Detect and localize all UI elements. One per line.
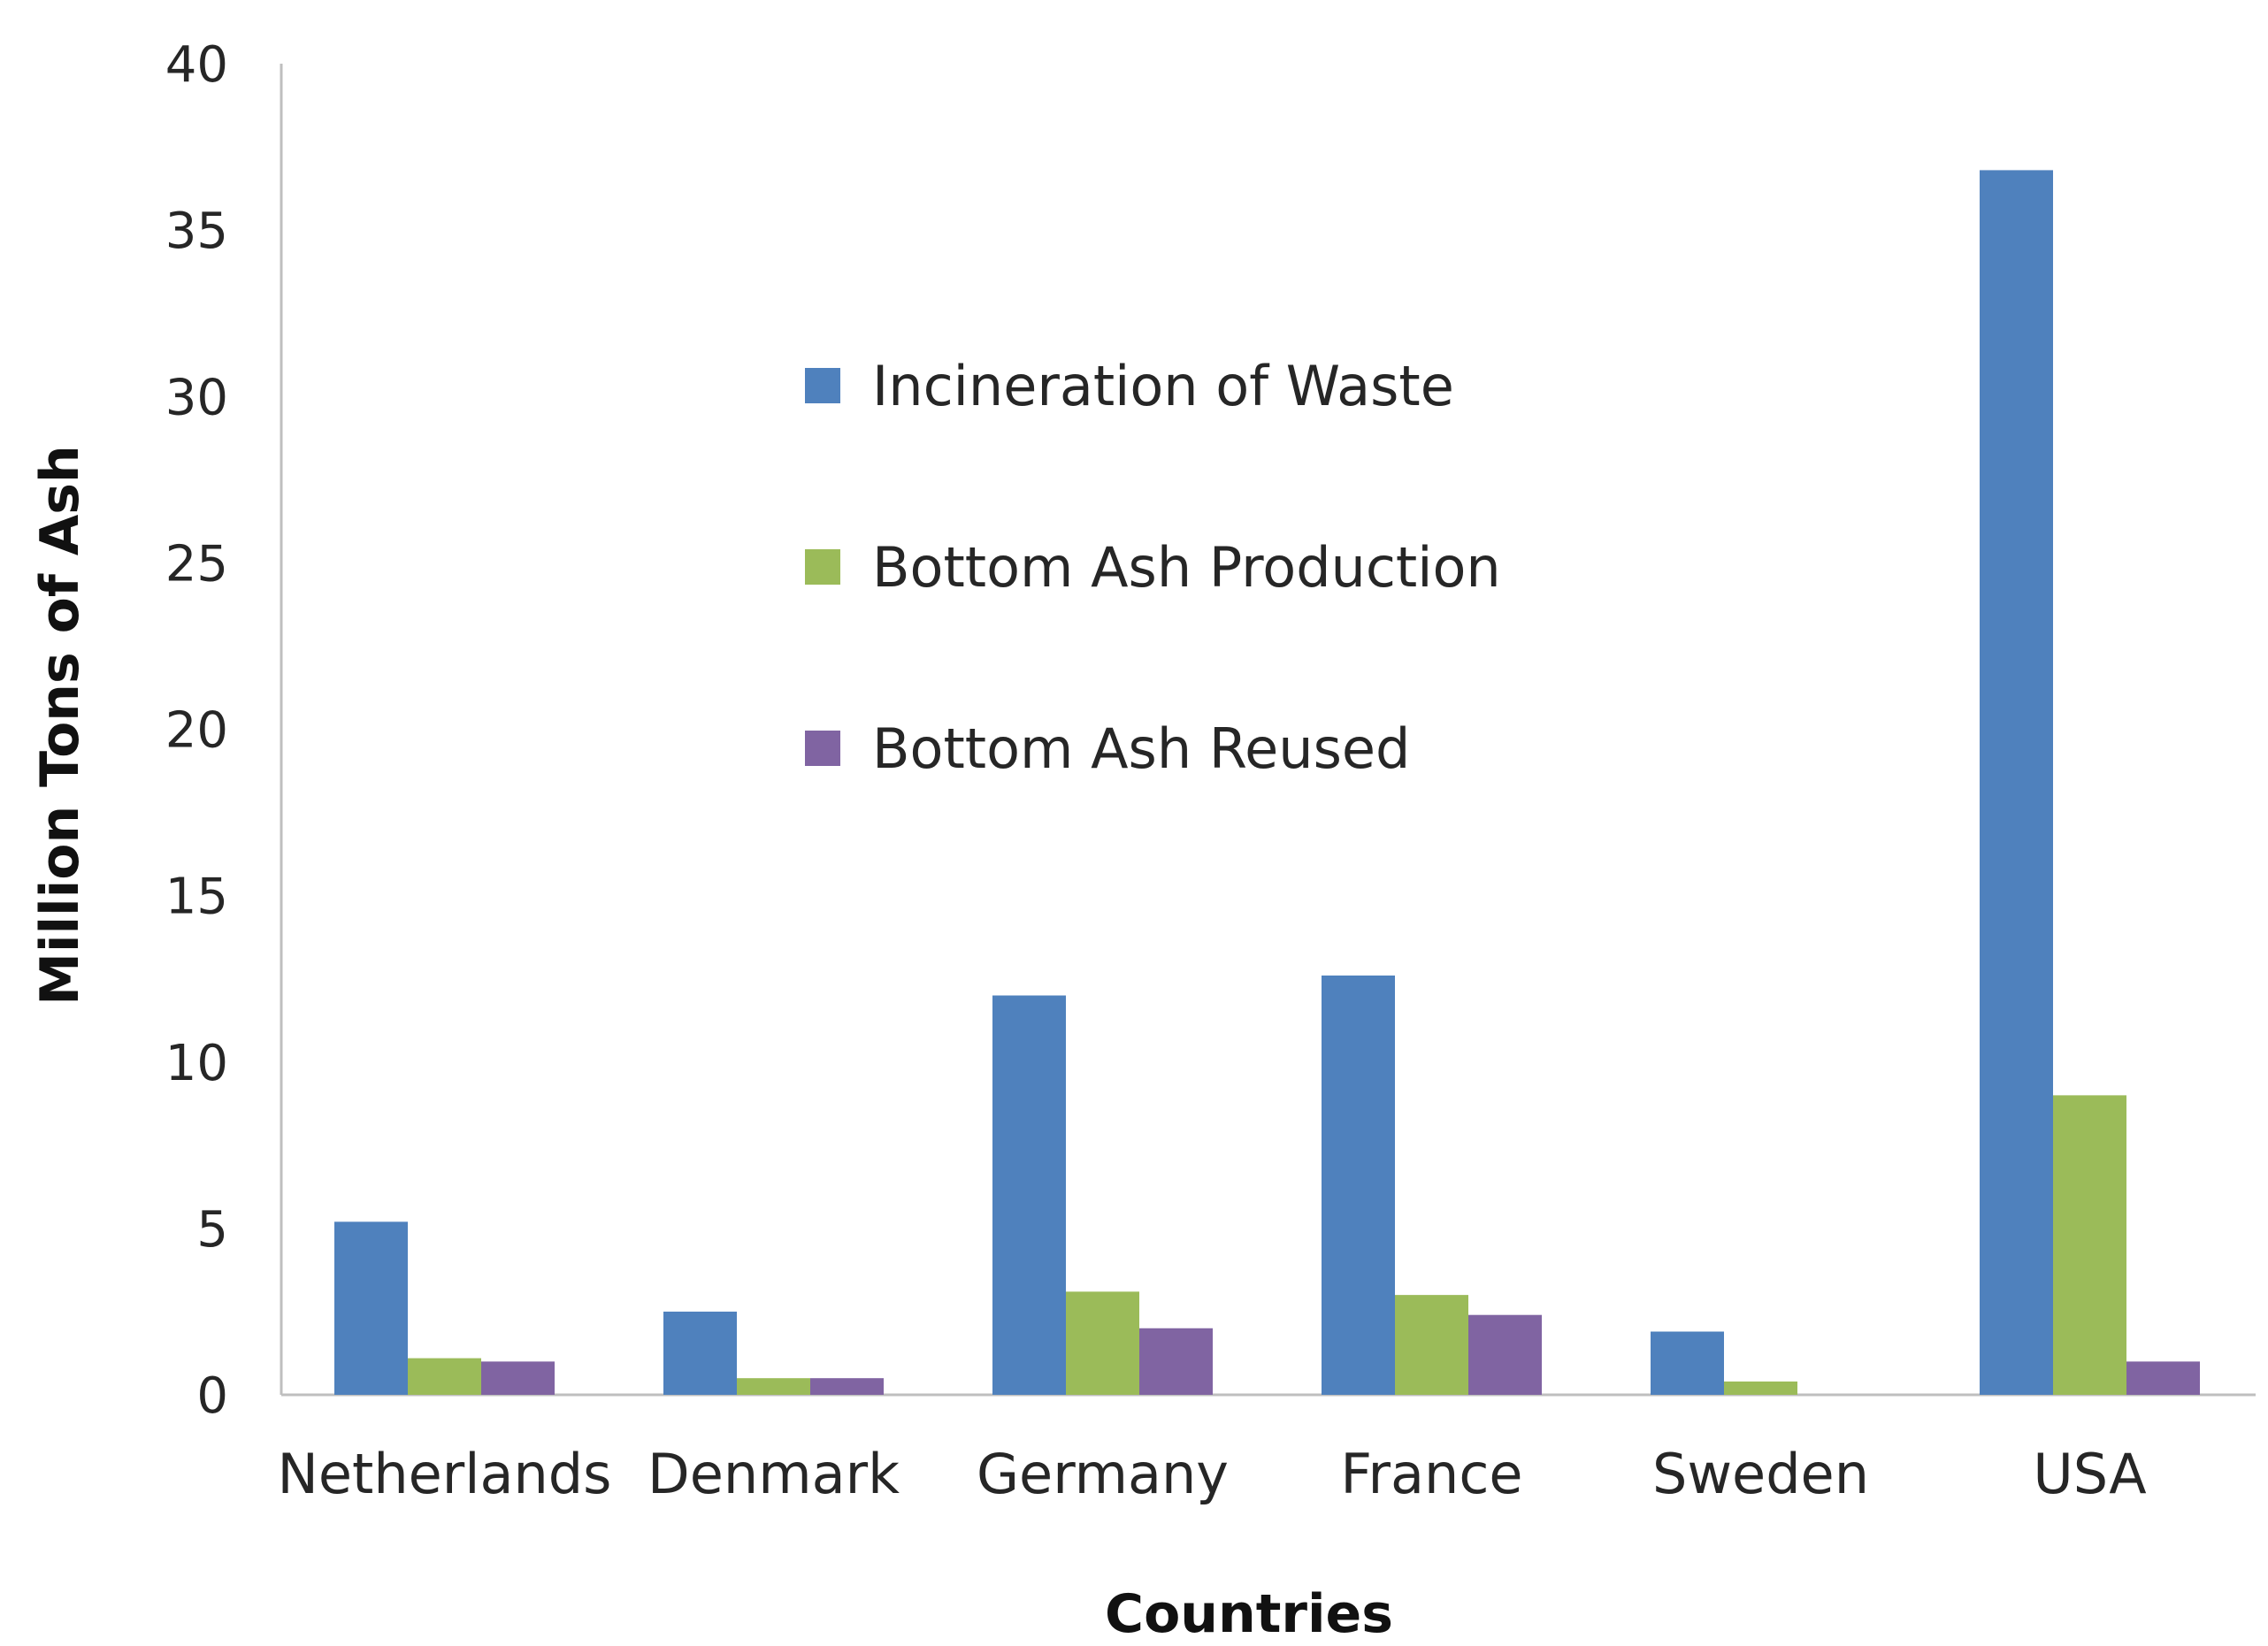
bar bbox=[663, 1311, 737, 1395]
x-tick-label: France bbox=[1340, 1442, 1522, 1506]
x-axis-title: Countries bbox=[1105, 1583, 1393, 1645]
bar bbox=[1980, 170, 2053, 1395]
bar bbox=[1066, 1291, 1139, 1395]
x-tick-label: Denmark bbox=[647, 1442, 900, 1506]
bar bbox=[1139, 1328, 1213, 1395]
y-tick-label: 15 bbox=[165, 869, 228, 926]
legend-label: Bottom Ash Production bbox=[872, 535, 1501, 600]
y-axis-ticks: 0 5 10 15 20 25 30 35 40 bbox=[165, 36, 228, 1425]
y-tick-label: 25 bbox=[165, 535, 228, 593]
y-tick-label: 0 bbox=[196, 1367, 228, 1425]
legend-label: Incineration of Waste bbox=[872, 354, 1454, 418]
y-tick-label: 35 bbox=[165, 203, 228, 260]
bar bbox=[2126, 1361, 2200, 1395]
bar bbox=[1724, 1381, 1797, 1395]
y-tick-label: 5 bbox=[196, 1201, 228, 1259]
bar bbox=[992, 995, 1066, 1395]
bars bbox=[334, 170, 2200, 1395]
legend-swatch bbox=[805, 368, 840, 403]
y-tick-label: 10 bbox=[165, 1035, 228, 1092]
bar bbox=[334, 1221, 408, 1395]
bar bbox=[2053, 1095, 2126, 1395]
x-tick-label: Sweden bbox=[1652, 1442, 1869, 1506]
legend-label: Bottom Ash Reused bbox=[872, 716, 1410, 781]
x-tick-label: USA bbox=[2033, 1442, 2146, 1506]
bar bbox=[1395, 1295, 1468, 1395]
y-tick-label: 40 bbox=[165, 36, 228, 94]
x-axis-labels: Netherlands Denmark Germany France Sweden USA bbox=[278, 1442, 2147, 1506]
x-tick-label: Netherlands bbox=[278, 1442, 612, 1506]
legend-swatch bbox=[805, 731, 840, 766]
y-tick-label: 20 bbox=[165, 702, 228, 760]
legend: Incineration of Waste Bottom Ash Producti… bbox=[805, 354, 1501, 781]
x-tick-label: Germany bbox=[977, 1442, 1229, 1506]
bar bbox=[481, 1361, 555, 1395]
bar bbox=[1651, 1331, 1724, 1395]
y-tick-label: 30 bbox=[165, 369, 228, 426]
bar bbox=[1468, 1314, 1542, 1395]
bar bbox=[737, 1378, 810, 1395]
bar bbox=[408, 1358, 481, 1395]
bar bbox=[1322, 975, 1395, 1395]
legend-swatch bbox=[805, 549, 840, 585]
bar bbox=[810, 1378, 884, 1395]
y-axis-title: Million Tons of Ash bbox=[29, 445, 91, 1005]
